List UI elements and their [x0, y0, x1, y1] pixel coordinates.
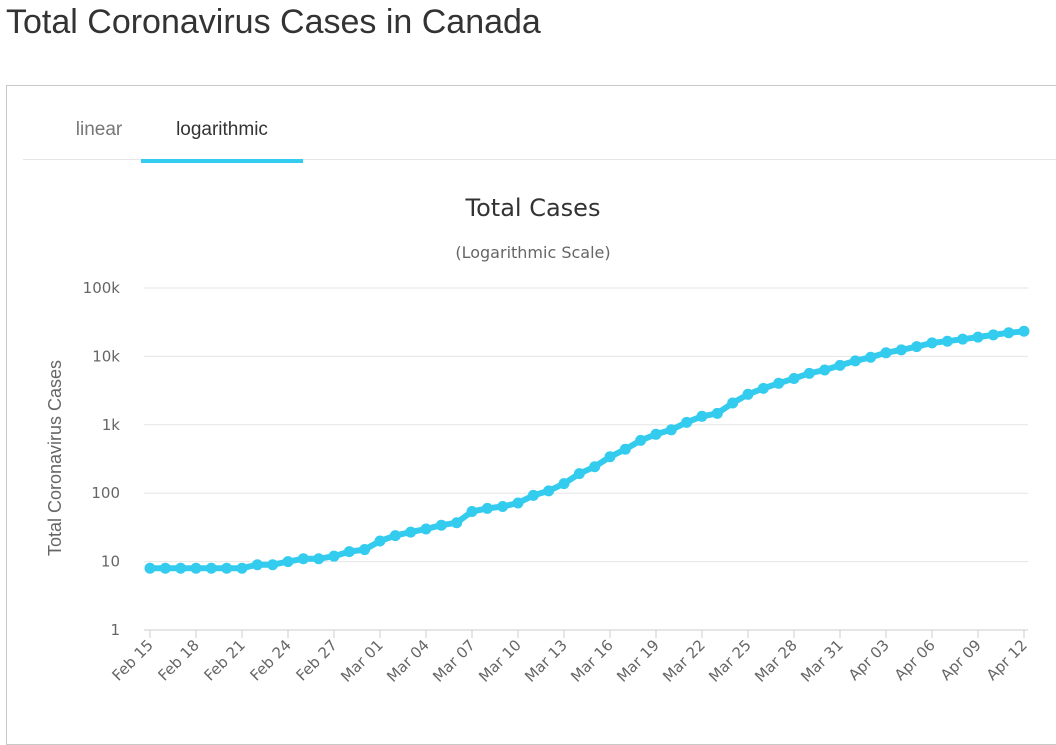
y-tick-label: 100k [83, 279, 121, 297]
data-point [849, 355, 861, 367]
data-point [343, 546, 355, 558]
data-point [451, 517, 463, 529]
x-tick-label: Mar 25 [705, 636, 755, 686]
data-point [788, 372, 800, 384]
data-point [696, 410, 708, 422]
x-tick-label: Mar 22 [659, 636, 709, 686]
tab-linear[interactable]: linear [75, 119, 123, 140]
data-point [895, 344, 907, 356]
data-point [589, 461, 601, 473]
x-tick-label: Mar 31 [797, 636, 847, 686]
x-tick-label: Mar 04 [383, 636, 433, 686]
data-point [328, 550, 340, 562]
data-point [987, 329, 999, 341]
y-tick-label: 100 [91, 484, 120, 502]
data-point [727, 397, 739, 409]
x-tick-label: Apr 12 [983, 636, 1031, 684]
data-point [941, 335, 953, 347]
data-point [420, 523, 432, 535]
chart-card: linear logarithmic [6, 85, 1056, 745]
data-point [497, 500, 509, 512]
y-tick-label: 1k [102, 416, 121, 434]
data-point [1018, 325, 1030, 337]
data-point [359, 544, 371, 556]
x-tick-label: Apr 09 [937, 636, 985, 684]
data-point [267, 559, 279, 571]
series-line [147, 328, 1027, 572]
data-point [573, 468, 585, 480]
data-point [175, 562, 187, 574]
x-tick-label: Feb 27 [292, 636, 340, 684]
data-point [834, 359, 846, 371]
x-tick-label: Mar 28 [751, 636, 801, 686]
data-point [527, 489, 539, 501]
x-tick-label: Mar 19 [613, 636, 663, 686]
data-point [205, 562, 217, 574]
data-point [681, 416, 693, 428]
y-tick-label: 1 [110, 621, 120, 639]
page-title: Total Coronavirus Cases in Canada [6, 3, 541, 41]
chart-title: Total Cases [465, 194, 601, 222]
data-point [635, 434, 647, 446]
data-point [558, 478, 570, 490]
scale-tabs: linear logarithmic [23, 86, 1056, 163]
data-point [512, 497, 524, 509]
data-point [650, 428, 662, 440]
data-point [466, 506, 478, 518]
x-tick-label: Apr 06 [891, 636, 939, 684]
data-point [819, 364, 831, 376]
data-point [865, 351, 877, 363]
data-point [665, 424, 677, 436]
data-point [389, 530, 401, 542]
data-point [221, 562, 233, 574]
data-point [880, 347, 892, 359]
x-tick-label: Mar 07 [429, 636, 479, 686]
data-point [251, 559, 263, 571]
data-point [297, 553, 309, 565]
data-point [543, 485, 555, 497]
data-point [773, 377, 785, 389]
data-point [282, 556, 294, 568]
data-point [803, 367, 815, 379]
data-point [159, 562, 171, 574]
data-point [144, 562, 156, 574]
data-point [313, 553, 325, 565]
data-point [374, 535, 386, 547]
y-tick-label: 10 [101, 553, 120, 571]
data-point [1003, 327, 1015, 339]
data-point [711, 407, 723, 419]
data-point [604, 451, 616, 463]
chart-subtitle: (Logarithmic Scale) [455, 243, 610, 262]
x-tick-label: Feb 21 [200, 636, 248, 684]
x-tick-label: Mar 10 [475, 636, 525, 686]
data-point [957, 333, 969, 345]
data-point [619, 443, 631, 455]
x-tick-label: Feb 24 [246, 636, 294, 684]
data-point [926, 337, 938, 349]
data-point [481, 502, 493, 514]
data-point [190, 562, 202, 574]
x-tick-label: Feb 15 [108, 636, 156, 684]
x-tick-label: Feb 18 [154, 636, 202, 684]
gridlines [144, 287, 1028, 631]
x-tick-label: Mar 16 [567, 636, 617, 686]
y-axis-ticks: 1 10 100 1k 10k 100k [83, 279, 121, 639]
series-total-cases [144, 325, 1030, 574]
data-point [405, 526, 417, 538]
data-point [236, 562, 248, 574]
y-axis-label: Total Coronavirus Cases [45, 360, 65, 556]
data-point [972, 331, 984, 343]
data-point [742, 388, 754, 400]
y-tick-label: 10k [92, 347, 120, 365]
tab-logarithmic[interactable]: logarithmic [141, 86, 303, 163]
data-point [435, 519, 447, 531]
x-tick-label: Apr 03 [845, 636, 893, 684]
x-tick-label: Mar 13 [521, 636, 571, 686]
data-point [911, 341, 923, 353]
x-tick-label: Mar 01 [337, 636, 387, 686]
chart-svg: Total Cases (Logarithmic Scale) Total Co… [45, 194, 1031, 686]
data-point [757, 382, 769, 394]
